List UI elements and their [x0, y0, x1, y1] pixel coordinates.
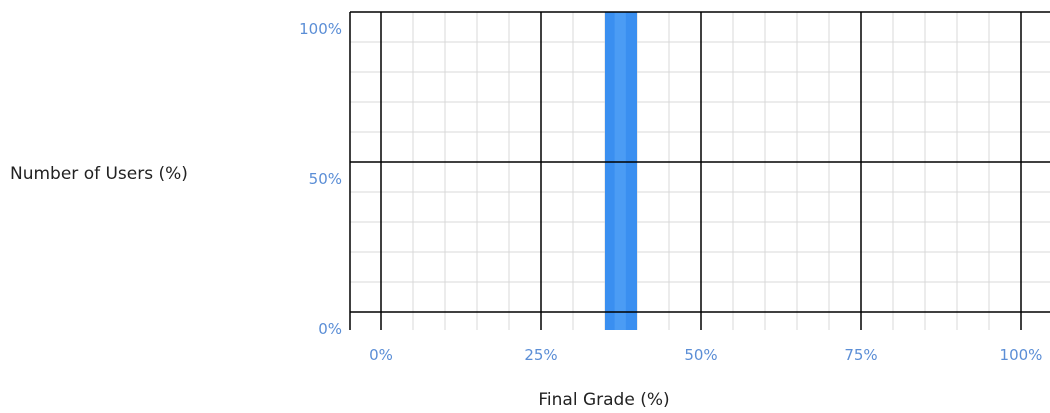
x-tick-label: 25%	[524, 346, 557, 364]
x-tick-label: 75%	[844, 346, 877, 364]
x-tick-label: 0%	[369, 346, 393, 364]
y-tick-label: 50%	[309, 170, 342, 188]
x-axis-title: Final Grade (%)	[538, 390, 669, 410]
tick-labels: 0% 25% 50% 75% 100% 0% 50% 100%	[299, 20, 1042, 364]
x-tick-label: 50%	[684, 346, 717, 364]
y-axis-title: Number of Users (%)	[10, 164, 188, 184]
x-tick-label: 100%	[1000, 346, 1043, 364]
y-tick-label: 0%	[318, 320, 342, 338]
histogram-bar-highlight	[614, 12, 626, 330]
y-tick-label: 100%	[299, 20, 342, 38]
major-grid	[349, 11, 1050, 330]
bars	[605, 12, 637, 330]
minor-grid	[350, 12, 1050, 330]
